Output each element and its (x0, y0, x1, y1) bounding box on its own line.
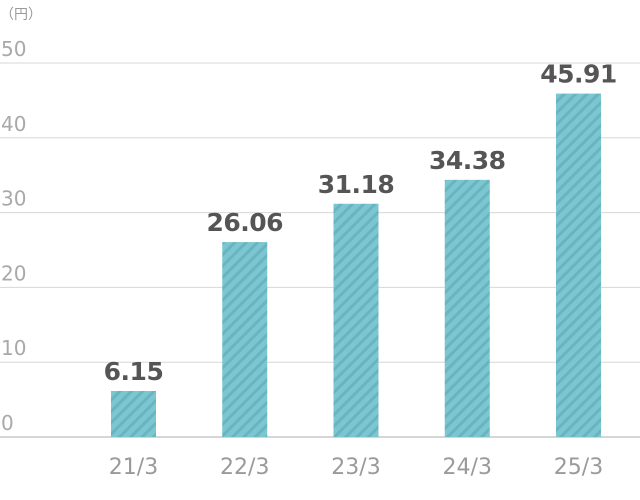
bar-21-3 (111, 390, 156, 437)
bar-22-3 (222, 242, 268, 437)
gridlines: 0 10 20 30 40 50 (0, 37, 640, 438)
data-label: 34.38 (429, 146, 506, 175)
y-tick-label: 50 (1, 37, 26, 61)
bars (111, 93, 601, 438)
data-label: 26.06 (206, 208, 283, 237)
data-labels: 6.15 26.06 31.18 34.38 45.91 (104, 60, 618, 386)
bar-24-3 (444, 179, 490, 438)
data-label: 31.18 (318, 170, 395, 199)
y-tick-label: 20 (1, 261, 26, 285)
x-tick-label: 24/3 (443, 455, 492, 480)
unit-label: （円） (0, 7, 42, 23)
bar-23-3 (333, 203, 379, 437)
x-tick-label: 23/3 (331, 455, 380, 480)
y-tick-label: 0 (1, 411, 14, 435)
y-tick-label: 10 (1, 336, 26, 360)
bar-25-3 (556, 93, 601, 437)
x-tick-label: 22/3 (220, 455, 269, 480)
x-tick-label: 21/3 (109, 455, 158, 480)
data-label: 45.91 (540, 60, 617, 89)
category-labels: 21/3 22/3 23/3 24/3 25/3 (109, 455, 603, 480)
y-tick-label: 40 (1, 112, 26, 136)
x-tick-label: 25/3 (554, 455, 603, 480)
data-label: 6.15 (104, 357, 164, 386)
y-tick-label: 30 (1, 187, 26, 211)
